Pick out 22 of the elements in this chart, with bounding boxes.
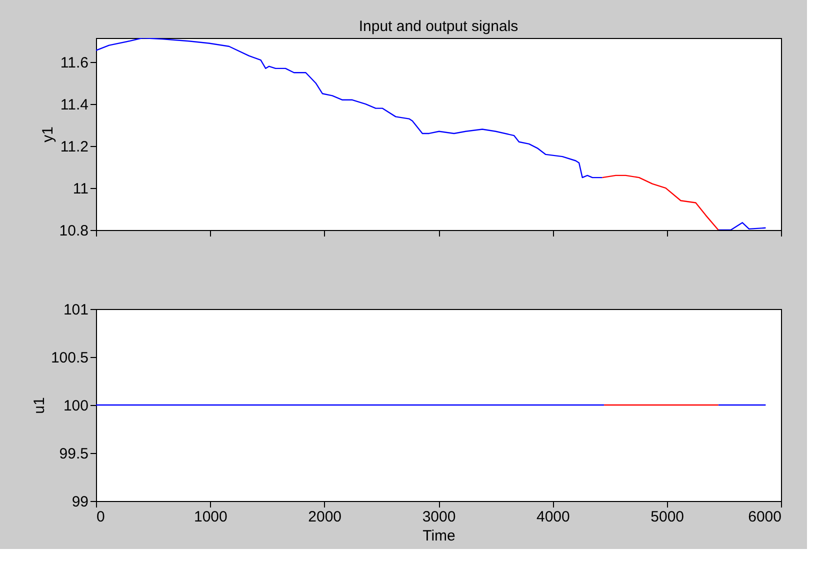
y-tick-label: 99.5 [59,446,88,462]
line-series [602,174,719,230]
y-tick-label: 11.2 [60,138,88,156]
y-tick-label: 10.8 [59,222,88,240]
y-axis-title: y1 [39,126,56,142]
x-tick-label: 3000 [422,508,456,526]
x-tick-label: 0 [96,508,105,526]
y-tick-label: 100 [63,398,88,414]
x-tick-label: 6000 [748,508,782,526]
y-tick-label: 11 [72,180,88,198]
y-tick-label: 101 [63,302,88,318]
x-axis-title: Time [422,528,456,544]
x-tick-label: 4000 [536,508,570,526]
y-tick-label: 100.5 [50,350,88,366]
chart-title: Input and output signals [358,18,518,35]
x-tick-label: 5000 [650,508,684,526]
y-axis-title: u1 [30,397,48,414]
y-tick-label: 11.6 [60,54,88,72]
y-tick-label: 99 [72,494,88,510]
y-tick-label: 11.4 [60,96,88,114]
x-tick-label: 2000 [308,508,342,526]
x-tick-label: 1000 [194,508,228,526]
